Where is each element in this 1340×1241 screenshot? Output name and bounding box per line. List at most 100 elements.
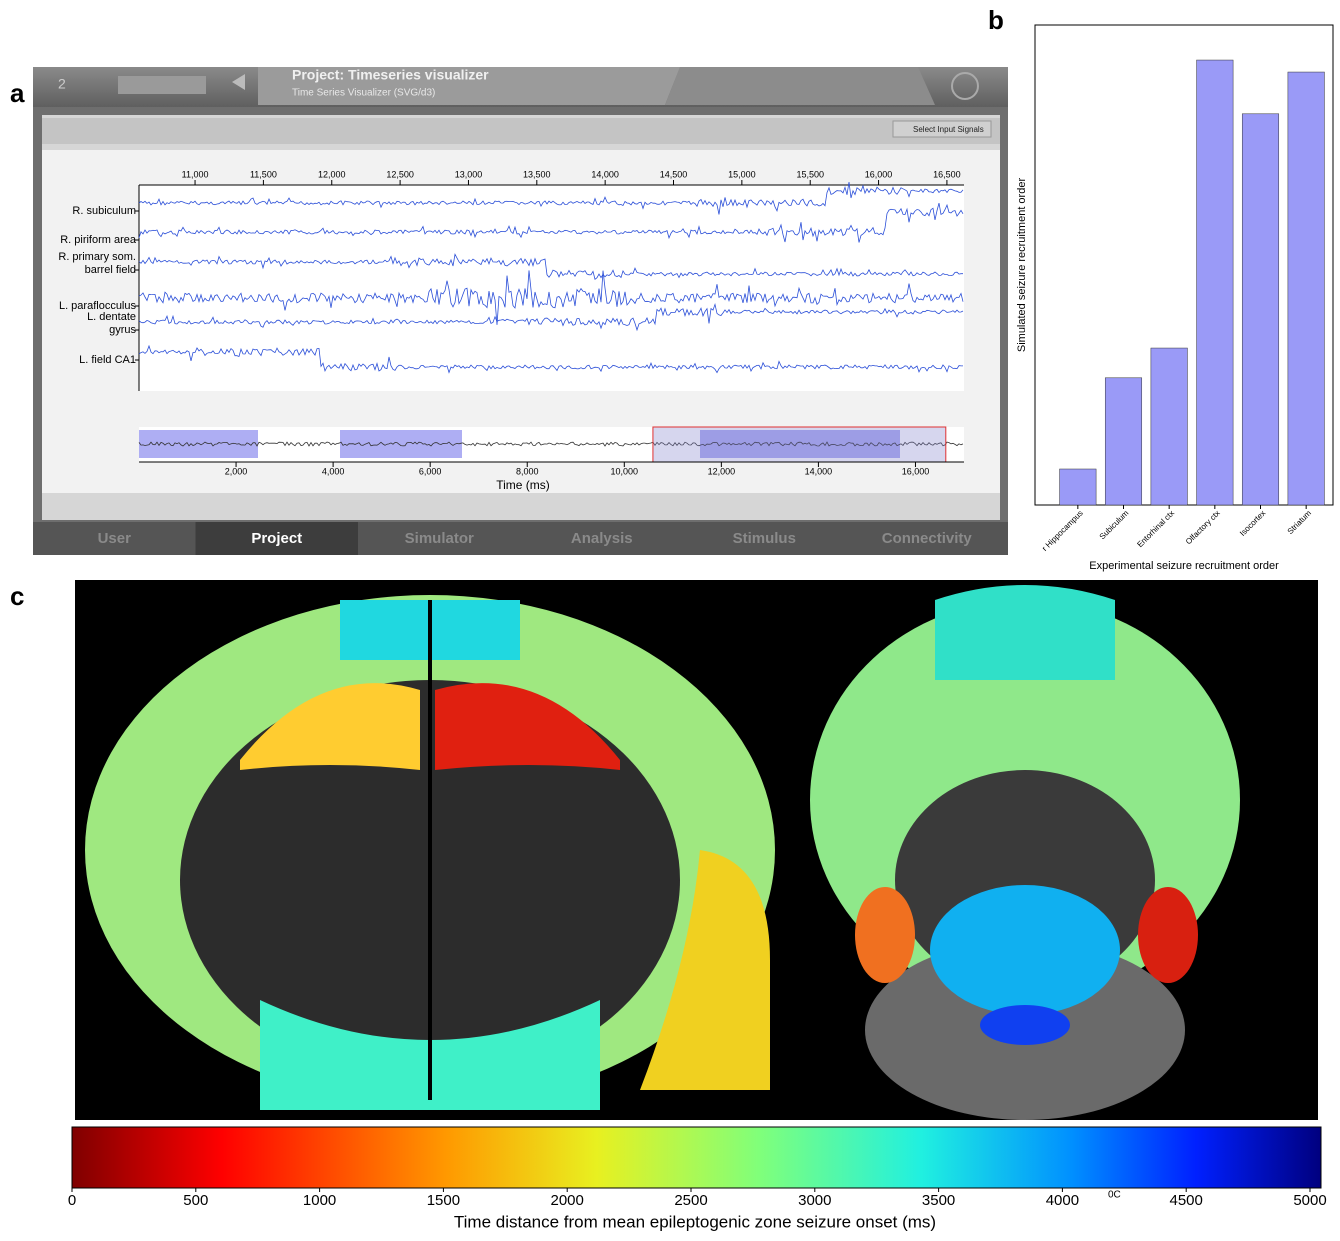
x-tick-label: 10,000 xyxy=(611,466,639,476)
bar xyxy=(1059,468,1097,506)
colorbar-axis: Time distance from mean epileptogenic zo… xyxy=(68,1188,1327,1231)
tab-label[interactable]: Simulator xyxy=(405,530,474,547)
selection-brush[interactable] xyxy=(652,426,947,463)
trace xyxy=(138,253,963,281)
x-tick-label: 12,500 xyxy=(386,169,414,179)
panel-label: c xyxy=(10,581,24,611)
x-tick-label: 8,000 xyxy=(516,466,539,476)
x-tick-label: 14,000 xyxy=(591,169,619,179)
colorbar-tick-label: 500 xyxy=(183,1192,208,1209)
tab-label[interactable]: User xyxy=(98,530,132,547)
x-tick-label: Subiculum xyxy=(1098,508,1131,541)
colorbar-tick-label: 3000 xyxy=(798,1192,831,1209)
tab-bar xyxy=(33,522,1008,555)
trace xyxy=(138,270,964,325)
bar xyxy=(1241,113,1280,506)
bar xyxy=(1196,59,1234,506)
tab-label[interactable]: Connectivity xyxy=(882,530,973,547)
x-tick-label: 16,000 xyxy=(902,466,930,476)
project-title: Project: Timeseries visualizer xyxy=(292,67,489,83)
bar-chart: Experimental seizure recruitment order S… xyxy=(1016,24,1334,572)
x-tick-label: 4,000 xyxy=(322,466,345,476)
x-tick-label: 12,000 xyxy=(318,169,346,179)
header-tab xyxy=(258,67,680,105)
tab-label[interactable]: Project xyxy=(251,530,302,547)
select-signals-button[interactable] xyxy=(892,120,992,138)
colorbar-tick-label: 4000 xyxy=(1046,1192,1079,1209)
colorbar-tick-label: 3500 xyxy=(922,1192,955,1209)
trace xyxy=(138,302,964,332)
coronal-region xyxy=(240,683,420,770)
channel-label: R. subiculum xyxy=(72,205,136,217)
x-tick-label: Striatum xyxy=(1286,508,1314,536)
colorbar-tick-label: 1000 xyxy=(303,1192,336,1209)
project-subtitle: Time Series Visualizer (SVG/d3) xyxy=(292,88,435,99)
menu-icon[interactable] xyxy=(118,76,206,94)
tab-label[interactable]: Stimulus xyxy=(733,530,796,547)
colorbar-tick-label: 5000 xyxy=(1293,1192,1326,1209)
x-tick-label: 6,000 xyxy=(419,466,442,476)
panel-label: b xyxy=(988,5,1004,35)
toolbar xyxy=(42,118,1000,144)
timeseries: 11,000 11,500 12,000 12,500 13,000 13,500 14,0… xyxy=(58,169,964,492)
channel-label: L. field CA1 xyxy=(79,354,136,366)
x-tick-label: Entorhinal ctx xyxy=(1135,509,1176,550)
x-tick-label: Isocortex xyxy=(1238,509,1267,538)
header-tab xyxy=(665,67,935,105)
channel-label: R. piriform area xyxy=(60,234,137,246)
back-icon[interactable] xyxy=(232,74,245,90)
x-tick-label: 15,000 xyxy=(728,169,756,179)
colorbar xyxy=(71,1126,1322,1189)
x-tick-label: 13,500 xyxy=(523,169,551,179)
colorbar-tick-label: 2500 xyxy=(674,1192,707,1209)
x-tick-label: 14,000 xyxy=(805,466,833,476)
x-tick-label: 14,500 xyxy=(660,169,688,179)
x-tick-label: 16,500 xyxy=(933,169,961,179)
overview-burst xyxy=(340,430,462,458)
olfactory-bulb xyxy=(935,585,1115,680)
x-tick-label: 11,000 xyxy=(182,169,209,179)
tabs: User Project Simulator Analysis Stimulus Conn… xyxy=(98,522,973,555)
trace xyxy=(138,202,964,243)
coronal-region xyxy=(640,850,770,1090)
channel-label: R. primary som. xyxy=(58,251,136,263)
overview-trace xyxy=(138,441,964,447)
x-tick-label: Olfactory ctx xyxy=(1184,509,1222,547)
hot-region xyxy=(855,887,915,983)
workspace-number[interactable]: 2 xyxy=(58,76,66,92)
bar xyxy=(1104,377,1143,506)
coronal-region xyxy=(435,683,620,770)
midline xyxy=(428,600,432,1100)
channel-label: barrel field xyxy=(85,264,136,276)
button-label[interactable]: Select Input Signals xyxy=(913,125,984,134)
panel-label: a xyxy=(10,78,25,108)
x-tick-label: r Hippocampus xyxy=(1040,509,1084,553)
brain-images xyxy=(75,580,1318,1120)
tab-label[interactable]: Analysis xyxy=(571,530,633,547)
x-tick-label: 15,500 xyxy=(796,169,824,179)
hot-region xyxy=(1138,887,1198,983)
trace xyxy=(138,181,964,215)
channel-label: gyrus xyxy=(109,324,136,336)
x-tick-label: 12,000 xyxy=(708,466,736,476)
colorbar-tick-label: 0 xyxy=(68,1192,76,1209)
x-tick-label: 2,000 xyxy=(225,466,248,476)
midbrain xyxy=(980,1005,1070,1045)
channel-label: L. paraflocculus xyxy=(59,300,137,312)
x-axis-label: Time (ms) xyxy=(496,478,550,492)
x-tick-label: 11,500 xyxy=(250,169,277,179)
plot-area xyxy=(139,185,964,391)
thalamus xyxy=(930,885,1120,1015)
colorbar-tick-label: 2000 xyxy=(551,1192,584,1209)
brain-icon[interactable] xyxy=(951,72,979,100)
tab-active xyxy=(195,522,358,555)
x-tick-label: 13,000 xyxy=(455,169,483,179)
channel-label: L. dentate xyxy=(87,311,136,323)
colorbar-label: Time distance from mean epileptogenic zo… xyxy=(454,1212,936,1231)
x-axis-label: Experimental seizure recruitment order xyxy=(1089,560,1279,572)
colorbar-tick-label: 4500 xyxy=(1170,1192,1203,1209)
trace xyxy=(138,344,963,374)
bar xyxy=(1287,71,1325,506)
x-tick-label: 16,000 xyxy=(865,169,893,179)
